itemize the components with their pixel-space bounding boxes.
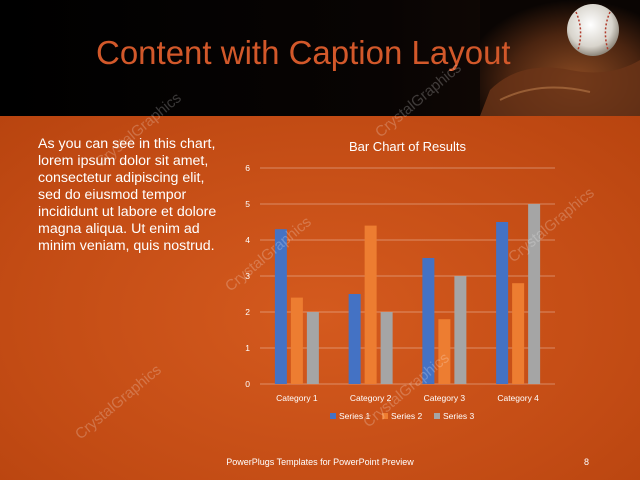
bar-chart: Bar Chart of Results 0 1 2 3 4 5 6 Category 1 Cat…: [245, 139, 555, 421]
x-tick-label: Category 2: [350, 393, 392, 403]
page-number: 8: [584, 457, 590, 467]
bar-series-2: [438, 319, 451, 384]
legend-label: Series 1: [339, 411, 370, 421]
footer-text: PowerPlugs Templates for PowerPoint Prev…: [226, 457, 414, 467]
legend-label: Series 3: [443, 411, 474, 421]
y-tick-label: 4: [245, 235, 250, 245]
slide-title: Content with Caption Layout: [96, 34, 511, 71]
y-tick-label: 6: [245, 163, 250, 173]
legend-label: Series 2: [391, 411, 422, 421]
bar-series-2: [364, 225, 377, 384]
legend-swatch: [330, 413, 336, 419]
bar-series-3: [306, 312, 319, 384]
bar-series-1: [496, 222, 509, 384]
header-band: Content with Caption Layout: [0, 0, 640, 116]
bar-series-1: [348, 294, 361, 384]
bar-series-1: [422, 258, 435, 384]
y-tick-label: 2: [245, 307, 250, 317]
legend-swatch: [382, 413, 388, 419]
bar-series-2: [290, 297, 303, 384]
bar-series-3: [454, 276, 467, 384]
x-tick-label: Category 1: [276, 393, 318, 403]
x-tick-label: Category 3: [424, 393, 466, 403]
y-tick-label: 1: [245, 343, 250, 353]
y-tick-label: 5: [245, 199, 250, 209]
bar-series-1: [274, 229, 287, 384]
x-tick-label: Category 4: [497, 393, 539, 403]
caption-text: As you can see in this chart, lorem ipsu…: [38, 136, 217, 254]
baseball-glove-image: [480, 0, 640, 116]
y-tick-label: 3: [245, 271, 250, 281]
bar-series-3: [380, 312, 393, 384]
bar-series-3: [528, 204, 541, 384]
bar-series-2: [512, 283, 525, 384]
chart-title: Bar Chart of Results: [349, 139, 467, 154]
y-tick-label: 0: [245, 379, 250, 389]
legend-swatch: [434, 413, 440, 419]
